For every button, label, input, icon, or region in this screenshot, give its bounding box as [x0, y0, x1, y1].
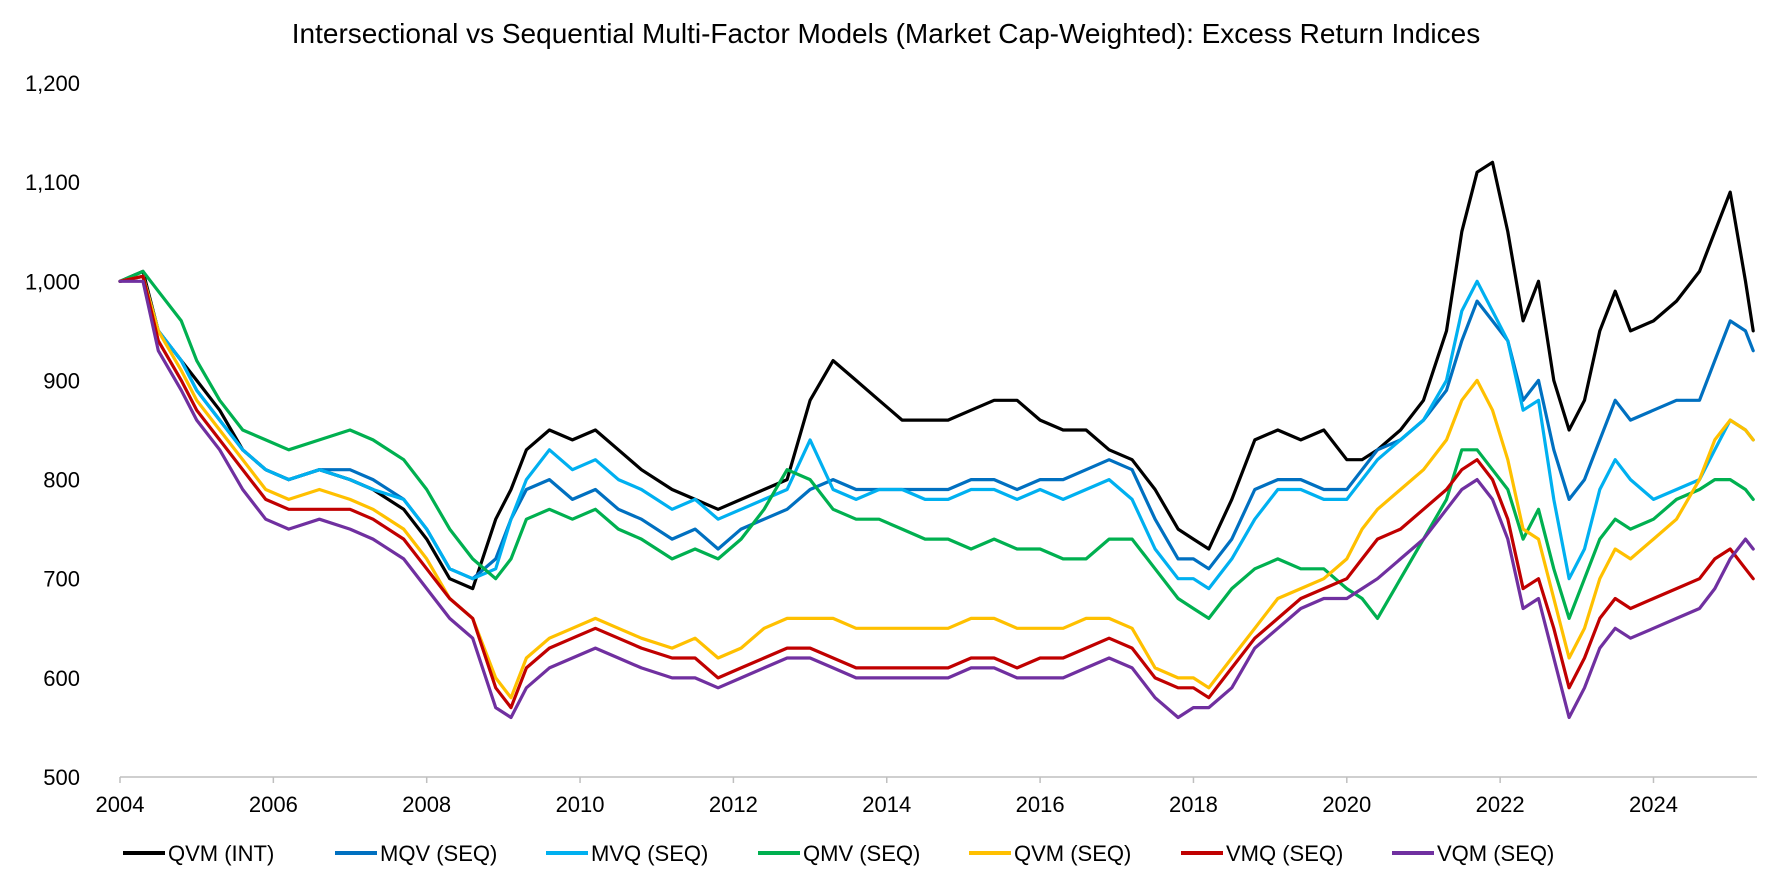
series-line-vmq-seq [118, 274, 1755, 710]
legend-label: VMQ (SEQ) [1226, 841, 1343, 866]
x-tick-label: 2018 [1169, 792, 1218, 817]
legend-item: QMV (SEQ) [758, 841, 920, 866]
chart-title: Intersectional vs Sequential Multi-Facto… [292, 18, 1480, 49]
y-tick-label: 600 [43, 666, 80, 691]
x-tick-label: 2006 [249, 792, 298, 817]
y-tick-label: 1,000 [25, 269, 80, 294]
y-tick-label: 900 [43, 368, 80, 393]
x-axis: 2004 2006 2008 2010 2012 2014 2016 2018 2020 2022… [96, 776, 1757, 817]
plot-area [118, 160, 1755, 720]
y-tick-label: 1,200 [25, 71, 80, 96]
series-line-vqm-seq [118, 279, 1755, 720]
x-tick-label: 2020 [1322, 792, 1371, 817]
y-tick-label: 700 [43, 567, 80, 592]
x-tick-label: 2008 [402, 792, 451, 817]
x-tick-label: 2022 [1476, 792, 1525, 817]
y-tick-label: 1,100 [25, 170, 80, 195]
legend-item: QVM (INT) [123, 841, 274, 866]
legend-item: QVM (SEQ) [969, 841, 1131, 866]
x-tick-label: 2014 [862, 792, 911, 817]
legend-item: VQM (SEQ) [1392, 841, 1554, 866]
x-tick-label: 2024 [1629, 792, 1678, 817]
series-line-qmv-seq [118, 269, 1755, 621]
legend-label: MQV (SEQ) [380, 841, 497, 866]
series-line-mqv-seq [118, 274, 1755, 581]
series-line-qvm-int [118, 160, 1755, 591]
x-tick-label: 2010 [556, 792, 605, 817]
series-line-mvq-seq [118, 274, 1755, 591]
legend-item: VMQ (SEQ) [1181, 841, 1343, 866]
x-tick-label: 2004 [96, 792, 145, 817]
legend-label: QVM (SEQ) [1014, 841, 1131, 866]
y-tick-label: 500 [43, 765, 80, 790]
legend-item: MQV (SEQ) [335, 841, 497, 866]
y-tick-label: 800 [43, 468, 80, 493]
x-tick-label: 2016 [1016, 792, 1065, 817]
x-tick-label: 2012 [709, 792, 758, 817]
legend: QVM (INT) MQV (SEQ) MVQ (SEQ) QMV (SEQ) QVM … [123, 841, 1554, 866]
legend-label: QMV (SEQ) [803, 841, 920, 866]
legend-item: MVQ (SEQ) [546, 841, 708, 866]
legend-label: VQM (SEQ) [1437, 841, 1554, 866]
legend-label: MVQ (SEQ) [591, 841, 708, 866]
series-line-qvm-seq [118, 274, 1755, 700]
y-axis: 500 600 700 800 900 1,000 1,100 1,200 [25, 71, 80, 790]
legend-label: QVM (INT) [168, 841, 274, 866]
